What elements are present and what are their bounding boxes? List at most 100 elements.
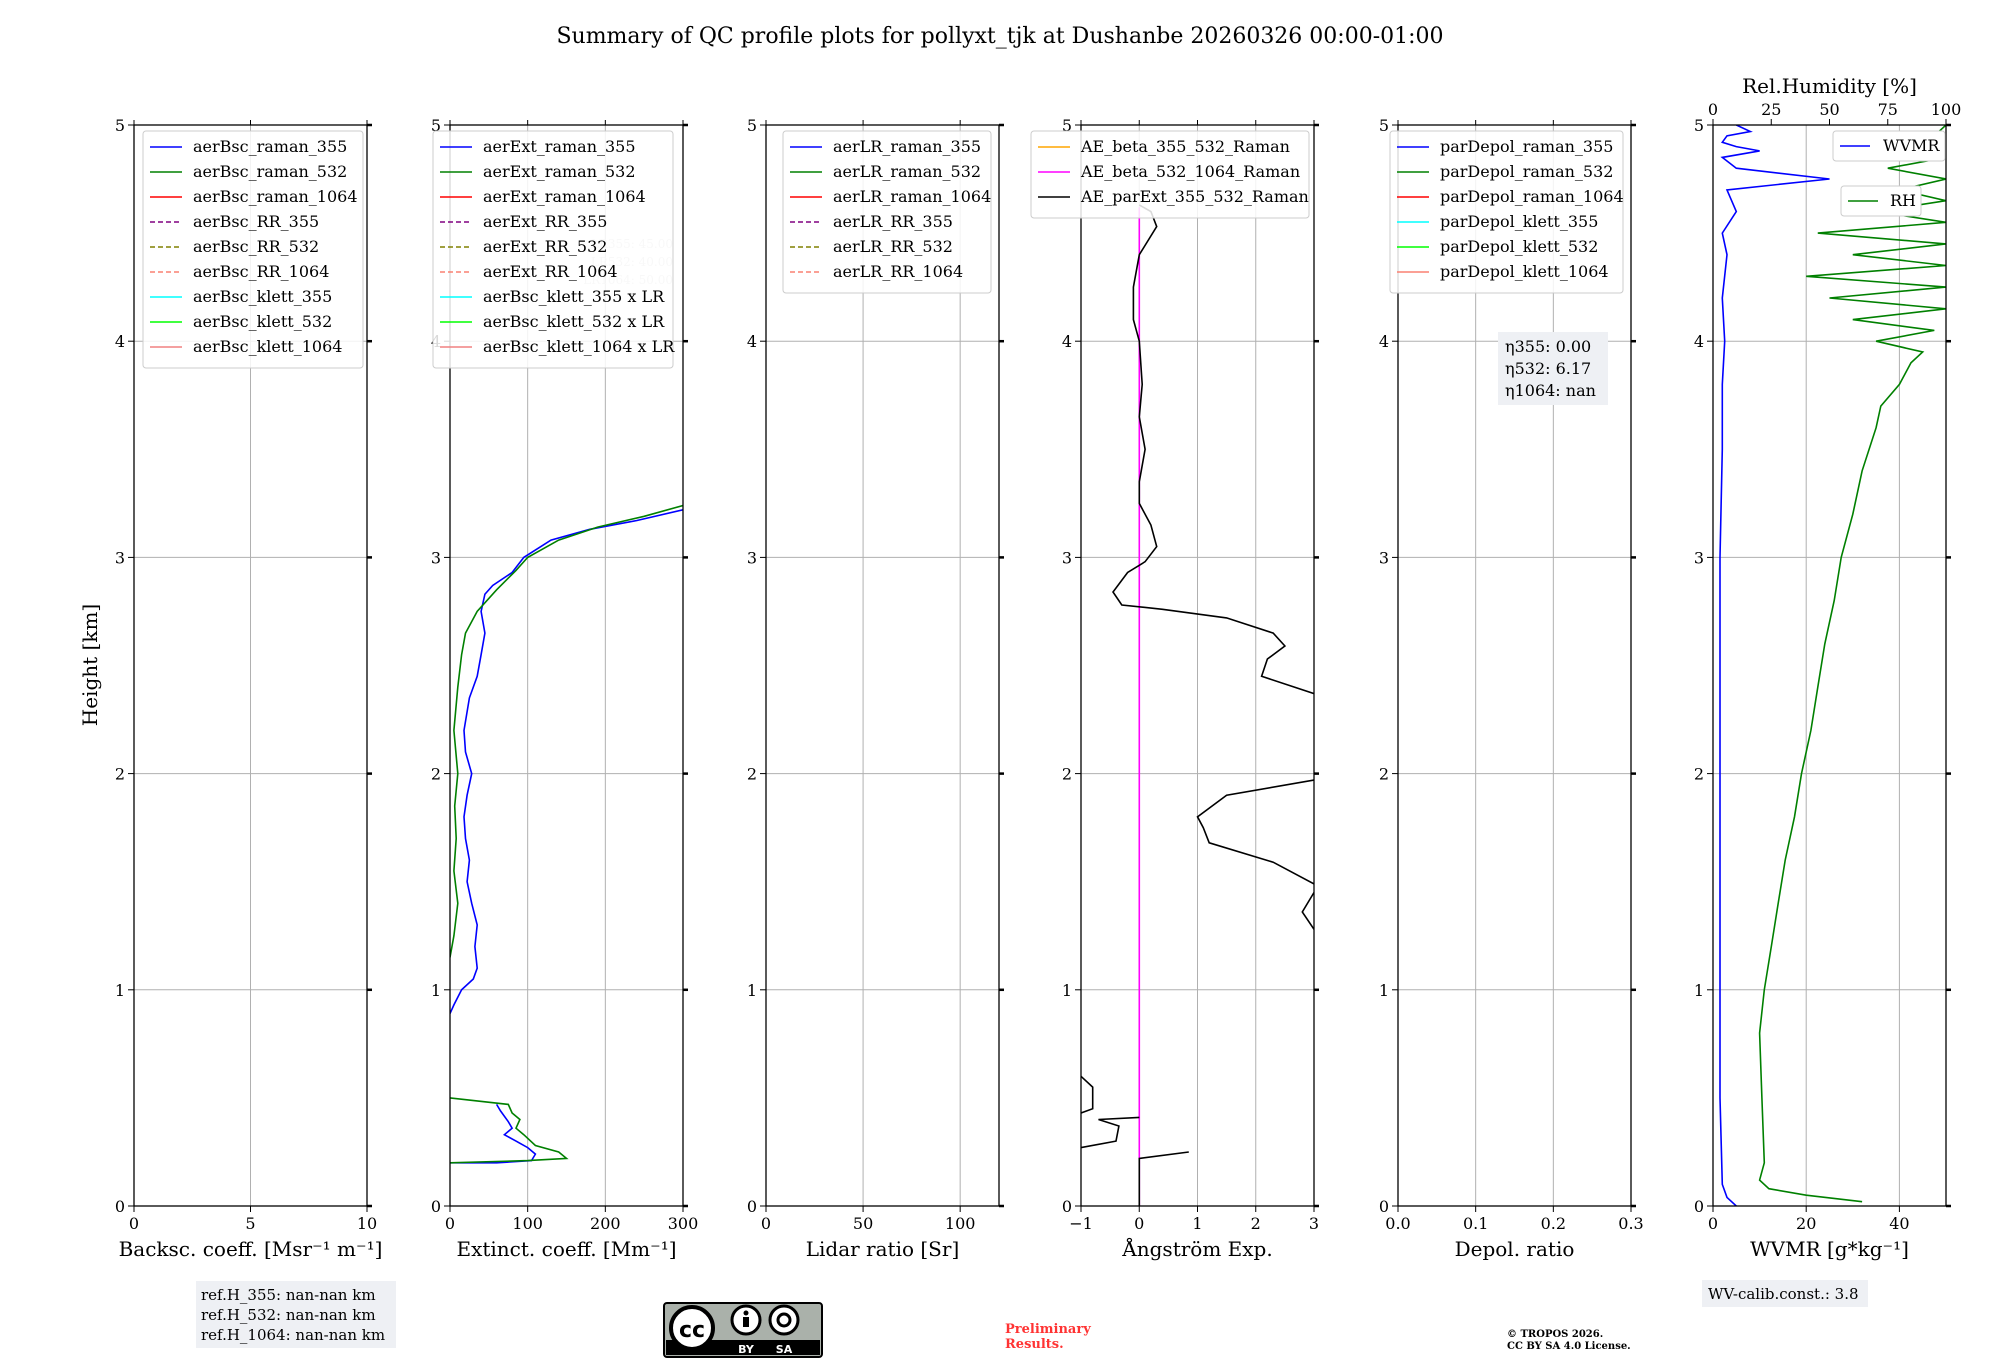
x-tick-label-2: 200 (590, 1214, 621, 1233)
panel-depolarization: 0.0 0.1 0.2 0.3 0 1 2 3 4 5 Depol. ratio η355: 0.00… (1379, 116, 1644, 1261)
legend-angstrom: AE_beta_355_532_Raman AE_beta_532_1064_Ra… (1030, 130, 1310, 219)
panel-lidar_ratio: 0 50 100 0 1 2 3 4 5 Lidar ratio [Sr] aerLR_raman_… (747, 116, 1004, 1261)
top-x-tick-label-1: 25 (1761, 100, 1781, 119)
x-tick-label-2: 40 (1889, 1214, 1909, 1233)
ref-height-532: ref.H_532: nan-nan km (201, 1306, 376, 1324)
x-tick-label-1: 0.1 (1463, 1214, 1488, 1233)
y-tick-label-5: 5 (115, 116, 125, 135)
x-tick-label-3: 2 (1251, 1214, 1261, 1233)
eta-box: η355: 0.00 η532: 6.17 η1064: nan (1498, 332, 1608, 405)
y-tick-label-5: 5 (431, 116, 441, 135)
legend-label-aerBsc_raman_532: aerBsc_raman_532 (193, 162, 347, 181)
top-x-tick-label-4: 100 (1931, 100, 1962, 119)
y-tick-label-1: 1 (1694, 981, 1704, 1000)
legend-label-AE_parExt_355_532_Raman: AE_parExt_355_532_Raman (1080, 187, 1309, 206)
line-AE_parExt_355_532_Raman-seg1 (1081, 1116, 1140, 1149)
y-tick-label-4: 4 (1062, 332, 1072, 351)
line-aerExt_raman_532-seg0 (450, 1097, 569, 1164)
x-tick-label-0: 0 (445, 1214, 455, 1233)
legend-lidar_ratio: aerLR_raman_355 aerLR_raman_532 aerLR_rama… (782, 130, 992, 294)
y-tick-label-2: 2 (1062, 765, 1072, 784)
x-axis-label-water_vapor: WVMR [g*kg⁻¹] (1750, 1237, 1909, 1261)
legend-label-aerBsc_raman_1064: aerBsc_raman_1064 (193, 187, 358, 206)
preliminary-line-2: Results. (1005, 1337, 1064, 1352)
y-tick-label-0: 0 (1694, 1197, 1704, 1216)
preliminary-note: Preliminary Results. (1005, 1322, 1091, 1352)
legend-label-parDepol_raman_1064: parDepol_raman_1064 (1440, 187, 1624, 206)
line-AE_parExt_355_532_Raman-seg5 (1112, 204, 1314, 695)
y-tick-label-0: 0 (747, 1197, 757, 1216)
x-tick-label-0: 0 (761, 1214, 771, 1233)
legend-label-parDepol_klett_532: parDepol_klett_532 (1440, 237, 1598, 256)
line-AE_parExt_355_532_Raman-seg2 (1081, 1075, 1094, 1114)
legend-label-aerLR_raman_532: aerLR_raman_532 (833, 162, 981, 181)
y-tick-label-3: 3 (1379, 548, 1389, 567)
y-axis-label: Height [km] (78, 604, 102, 726)
x-axis-label-backscatter: Backsc. coeff. [Msr⁻¹ m⁻¹] (119, 1237, 383, 1261)
series-group-extinction (450, 504, 683, 1164)
y-tick-label-4: 4 (747, 332, 757, 351)
x-tick-label-0: 0 (1708, 1214, 1718, 1233)
line-WVMR-seg0 (1719, 125, 1830, 1206)
legend-label-aerBsc_klett_532 x LR: aerBsc_klett_532 x LR (483, 312, 665, 331)
ref-heights-box: ref.H_355: nan-nan km ref.H_532: nan-nan… (196, 1281, 396, 1348)
top-axis-label: Rel.Humidity [%] (1742, 74, 1917, 98)
legend-label-aerExt_RR_1064: aerExt_RR_1064 (483, 262, 618, 281)
y-tick-label-4: 4 (115, 332, 125, 351)
legend-backscatter: aerBsc_raman_355 aerBsc_raman_532 aerBsc_r… (142, 130, 364, 369)
axes-frame-lidar_ratio (765, 124, 1000, 1207)
x-tick-label-2: 0.2 (1541, 1214, 1566, 1233)
y-tick-label-3: 3 (747, 548, 757, 567)
y-tick-label-1: 1 (747, 981, 757, 1000)
top-x-tick-label-2: 50 (1819, 100, 1839, 119)
x-tick-label-1: 0 (1134, 1214, 1144, 1233)
y-tick-label-5: 5 (1379, 116, 1389, 135)
legend-label-parDepol_klett_1064: parDepol_klett_1064 (1440, 262, 1609, 281)
legend-label-parDepol_klett_355: parDepol_klett_355 (1440, 212, 1598, 231)
axes-frame-water_vapor (1712, 124, 1947, 1207)
legend-label-aerBsc_RR_1064: aerBsc_RR_1064 (193, 262, 329, 281)
sa-share-icon (768, 1304, 800, 1336)
line-aerExt_raman_532-seg1 (450, 504, 683, 958)
legend-label-aerBsc_klett_1064: aerBsc_klett_1064 (193, 337, 342, 356)
legend-label-aerLR_RR_355: aerLR_RR_355 (833, 212, 953, 231)
legend-label-aerExt_raman_1064: aerExt_raman_1064 (483, 187, 646, 206)
y-tick-label-5: 5 (747, 116, 757, 135)
legend-rh: RH (1840, 185, 1922, 217)
legend-label-WVMR: WVMR (1883, 136, 1940, 155)
legend-label-aerExt_raman_532: aerExt_raman_532 (483, 162, 636, 181)
axes-frame-extinction (449, 124, 684, 1207)
panel-backscatter: 0 5 10 0 1 2 3 4 5 Backsc. coeff. [Msr⁻¹ m⁻¹] aerB… (115, 116, 383, 1261)
y-tick-label-3: 3 (1062, 548, 1072, 567)
legend-label-parDepol_raman_355: parDepol_raman_355 (1440, 137, 1613, 156)
y-tick-label-3: 3 (431, 548, 441, 567)
x-tick-label-3: 0.3 (1618, 1214, 1643, 1233)
x-tick-label-1: 5 (245, 1214, 255, 1233)
y-tick-label-5: 5 (1694, 116, 1704, 135)
y-tick-label-2: 2 (431, 765, 441, 784)
top-x-tick-label-0: 0 (1708, 100, 1718, 119)
y-tick-label-1: 1 (1379, 981, 1389, 1000)
legend-label-aerExt_RR_532: aerExt_RR_532 (483, 237, 607, 256)
y-tick-label-2: 2 (1379, 765, 1389, 784)
axes-frame-depolarization (1397, 124, 1632, 1207)
x-axis-label-angstrom: Ångström Exp. (1121, 1236, 1272, 1261)
x-tick-label-2: 10 (357, 1214, 377, 1233)
legend-label-aerLR_RR_532: aerLR_RR_532 (833, 237, 953, 256)
ref-height-1064: ref.H_1064: nan-nan km (201, 1326, 385, 1344)
panel-extinction: 0100200300012345Extinct. coeff. [Mm⁻¹]LR… (431, 116, 698, 1261)
x-tick-label-2: 1 (1192, 1214, 1202, 1233)
y-tick-label-1: 1 (431, 981, 441, 1000)
x-axis-label-lidar_ratio: Lidar ratio [Sr] (806, 1237, 960, 1261)
by-label: BY (738, 1343, 755, 1356)
line-AE_parExt_355_532_Raman-seg4 (1196, 779, 1314, 885)
legend-label-RH: RH (1890, 191, 1916, 210)
y-tick-label-4: 4 (1379, 332, 1389, 351)
legend-label-aerBsc_raman_355: aerBsc_raman_355 (193, 137, 347, 156)
y-tick-label-0: 0 (115, 1197, 125, 1216)
x-tick-label-2: 100 (945, 1214, 976, 1233)
legend-label-aerBsc_klett_355 x LR: aerBsc_klett_355 x LR (483, 287, 665, 306)
legend-label-aerBsc_RR_355: aerBsc_RR_355 (193, 212, 319, 231)
legend-extinction: aerExt_raman_355 aerExt_raman_532 aerExt_r… (432, 130, 675, 369)
